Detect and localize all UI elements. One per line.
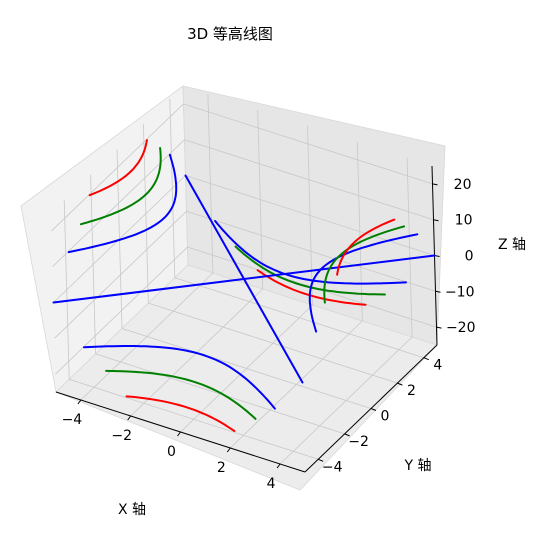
x-tick <box>276 463 281 469</box>
gridlines <box>51 93 437 465</box>
grid-line <box>121 328 372 409</box>
grid-line <box>69 378 319 460</box>
grid-line <box>183 103 433 185</box>
x-tick-label: 4 <box>267 476 276 492</box>
grid-line <box>55 246 188 375</box>
y-axis-label: Y 轴 <box>403 458 431 474</box>
grid-line <box>52 139 185 267</box>
contour-line-level-10 <box>67 153 178 254</box>
grid-line <box>184 139 434 221</box>
y-tick <box>370 408 377 411</box>
y-tick-label: 0 <box>381 409 390 425</box>
z-tick <box>435 290 441 293</box>
chart-title: 3D 等高线图 <box>187 25 273 43</box>
x-tick-label: −2 <box>111 428 132 444</box>
grid-line <box>51 103 184 232</box>
contour-line-level--15 <box>105 369 257 420</box>
x-tick <box>127 415 132 421</box>
x-tick-label: 2 <box>217 460 226 476</box>
z-tick-label: 0 <box>465 249 474 265</box>
contour-line-level-15 <box>79 147 162 226</box>
z-tick <box>432 183 438 186</box>
x-tick <box>77 399 82 405</box>
y-tick-label: 2 <box>407 383 416 399</box>
y-tick <box>397 382 403 386</box>
y-tick <box>344 433 350 437</box>
x-axis-label: X 轴 <box>118 502 146 518</box>
z-tick-label: 10 <box>455 213 473 229</box>
y-tick <box>318 458 324 462</box>
y-tick-label: −4 <box>322 459 343 475</box>
y-tick-label: −2 <box>348 434 369 450</box>
z-axis-label: Z 轴 <box>498 237 526 253</box>
contour-line-level-20 <box>336 218 396 276</box>
grid-line <box>54 211 187 339</box>
contour-line-level-15 <box>323 225 406 304</box>
grid-line <box>174 277 424 359</box>
z-tick <box>436 326 442 329</box>
x-tick-label: 0 <box>167 444 176 460</box>
z-tick <box>433 219 439 222</box>
contour-line-level-10 <box>308 233 419 333</box>
x-tick <box>226 447 231 453</box>
y-tick-label: 4 <box>433 358 442 374</box>
contour-line-level--10 <box>83 345 276 410</box>
z-tick-label: −10 <box>445 284 475 300</box>
grid-line <box>185 175 435 256</box>
contour-line-level--20 <box>256 269 367 306</box>
contour-line-level--15 <box>234 245 386 296</box>
contour-line-level-20 <box>88 139 148 197</box>
grid-line <box>186 210 436 292</box>
grid-line <box>148 302 398 384</box>
contour-lines <box>52 139 436 432</box>
contour-line-level--20 <box>125 395 236 432</box>
x-tick-label: −4 <box>62 412 83 428</box>
y-tick <box>423 357 429 361</box>
z-tick-label: 20 <box>454 177 472 193</box>
contour-line-level-0 <box>184 174 304 384</box>
z-tick-label: −20 <box>446 320 476 336</box>
x-tick <box>177 431 181 437</box>
